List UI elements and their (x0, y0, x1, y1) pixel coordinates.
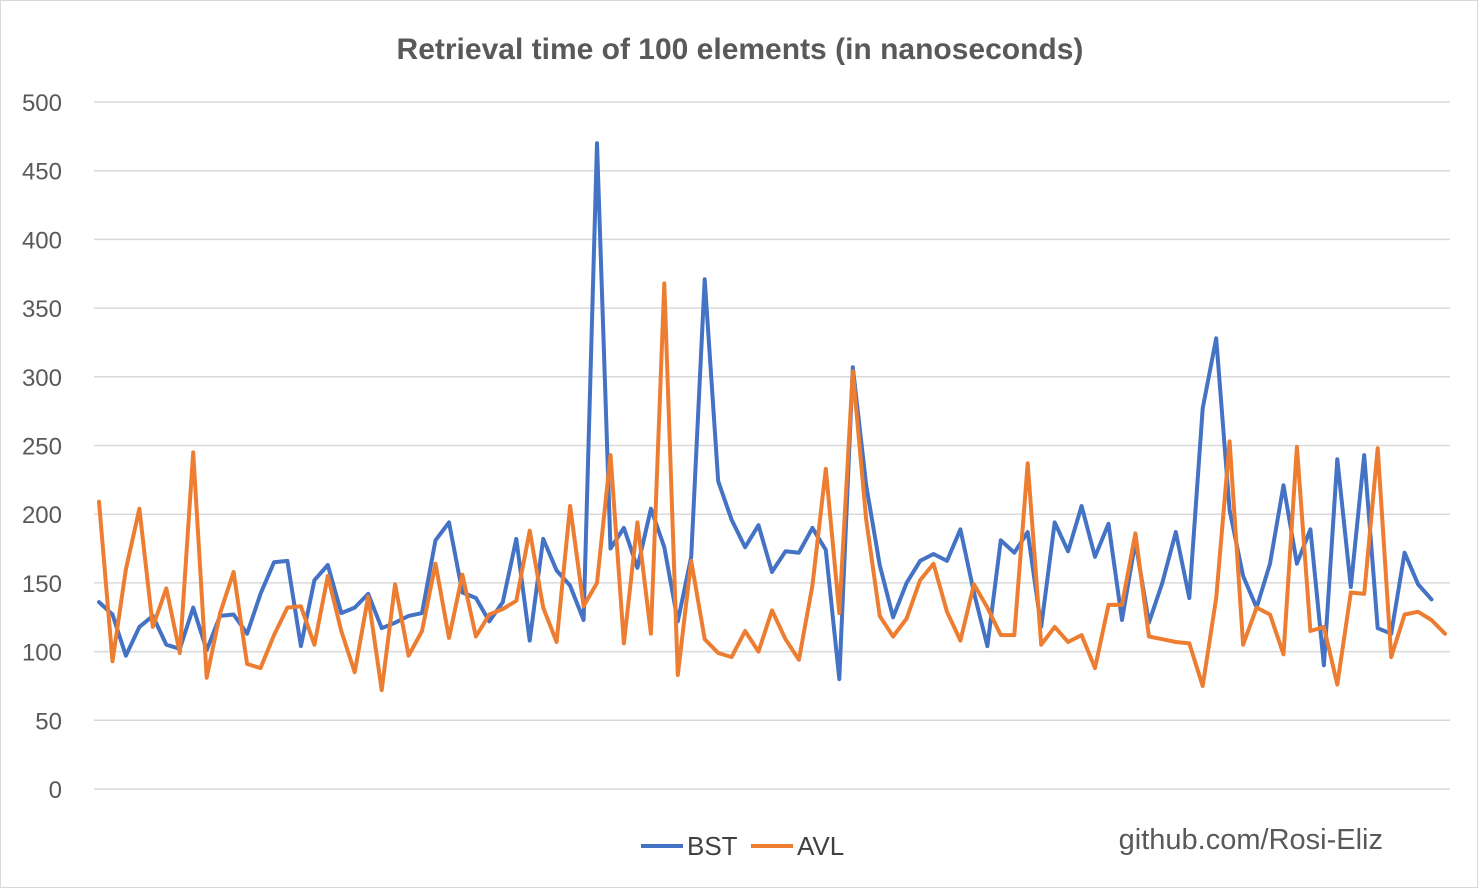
legend-label-avl: AVL (797, 831, 844, 861)
y-tick-label: 0 (49, 777, 62, 804)
y-tick-label: 150 (22, 571, 62, 598)
series-line-avl (97, 281, 1447, 693)
y-tick-label: 50 (35, 708, 62, 735)
y-tick-label: 250 (22, 434, 62, 461)
chart-title: Retrieval time of 100 elements (in nanos… (397, 33, 1084, 66)
y-tick-label: 450 (22, 159, 62, 186)
y-tick-label: 300 (22, 365, 62, 392)
legend-label-bst: BST (687, 831, 738, 861)
y-tick-label: 350 (22, 296, 62, 323)
y-axis-ticks: 0 50 100 150 200 250 300 350 400 450 500 (22, 90, 62, 804)
y-tick-label: 500 (22, 90, 62, 117)
series-lines (97, 141, 1447, 693)
y-tick-label: 200 (22, 502, 62, 529)
y-tick-label: 400 (22, 227, 62, 254)
y-tick-label: 100 (22, 640, 62, 667)
gridlines (94, 101, 1450, 790)
credit-annotation: github.com/Rosi-Eliz (1119, 824, 1383, 856)
series-line-bst (97, 141, 1434, 682)
legend: BST AVL (641, 831, 844, 861)
